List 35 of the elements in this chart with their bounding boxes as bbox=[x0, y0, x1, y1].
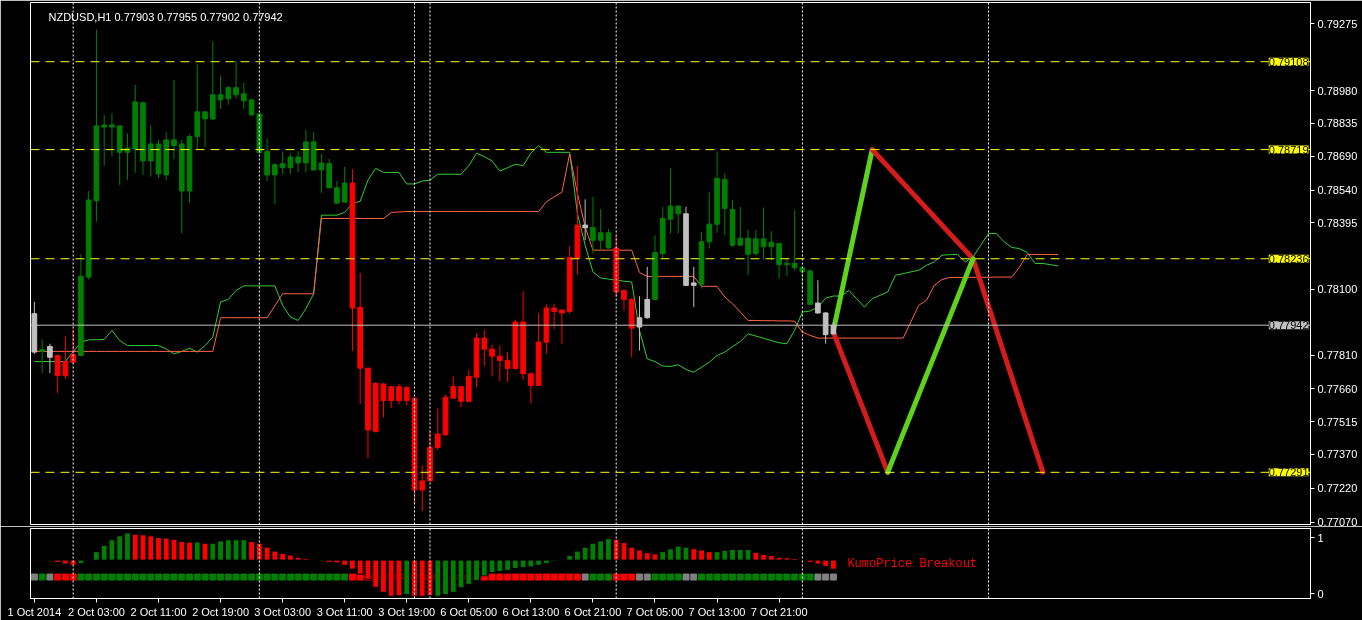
annotation: KumoPrice Breakout bbox=[847, 556, 978, 571]
x-tick-label: 1 Oct 2014 bbox=[7, 605, 62, 618]
y-tick-label: 0.78395 bbox=[1317, 216, 1358, 229]
y-tick-label: 0.78690 bbox=[1317, 150, 1358, 163]
y-tick-label: 0.78835 bbox=[1317, 117, 1358, 130]
x-tick-label: 3 Oct 03:00 bbox=[254, 605, 312, 618]
y-tick-label: 0.78540 bbox=[1317, 184, 1358, 197]
x-tick-label: 3 Oct 19:00 bbox=[378, 605, 436, 618]
x-tick-label: 2 Oct 19:00 bbox=[192, 605, 249, 618]
y-tick-label: 0.77370 bbox=[1317, 448, 1358, 461]
ref-line-label: 0.78236 bbox=[1268, 252, 1309, 265]
text: NZDUSD,H1 0.77903 0.77955 0.77902 0.77942 bbox=[48, 10, 283, 23]
y-tick-label: 1 bbox=[1317, 531, 1324, 544]
ref-line-label: 0.77291 bbox=[1268, 466, 1309, 479]
y-tick-label: 0.77220 bbox=[1317, 482, 1358, 495]
ref-line-label: 0.79108 bbox=[1268, 55, 1309, 68]
x-tick-label: 7 Oct 21:00 bbox=[750, 605, 808, 618]
x-tick-label: 6 Oct 13:00 bbox=[502, 605, 560, 618]
y-tick-label: 0.77515 bbox=[1317, 415, 1358, 428]
y-tick-label: 0.78100 bbox=[1317, 283, 1358, 296]
ref-line-label: 0.77942 bbox=[1268, 319, 1309, 332]
y-tick-label: 0.77070 bbox=[1317, 516, 1358, 529]
y-tick-label: 0 bbox=[1317, 587, 1324, 600]
ref-line-label: 0.78719 bbox=[1268, 143, 1309, 156]
x-tick-label: 3 Oct 11:00 bbox=[316, 605, 373, 618]
y-tick-label: 0.78980 bbox=[1317, 84, 1358, 97]
x-tick-label: 2 Oct 11:00 bbox=[130, 605, 187, 618]
x-tick-label: 7 Oct 13:00 bbox=[688, 605, 746, 618]
x-tick-label: 7 Oct 05:00 bbox=[626, 605, 684, 618]
x-tick-label: 6 Oct 21:00 bbox=[564, 605, 622, 618]
x-tick-label: 2 Oct 03:00 bbox=[68, 605, 125, 618]
y-tick-label: 0.79275 bbox=[1317, 17, 1358, 30]
x-tick-label: 6 Oct 05:00 bbox=[440, 605, 498, 618]
y-tick-label: 0.77810 bbox=[1317, 349, 1358, 362]
y-tick-label: 0.77660 bbox=[1317, 382, 1358, 395]
